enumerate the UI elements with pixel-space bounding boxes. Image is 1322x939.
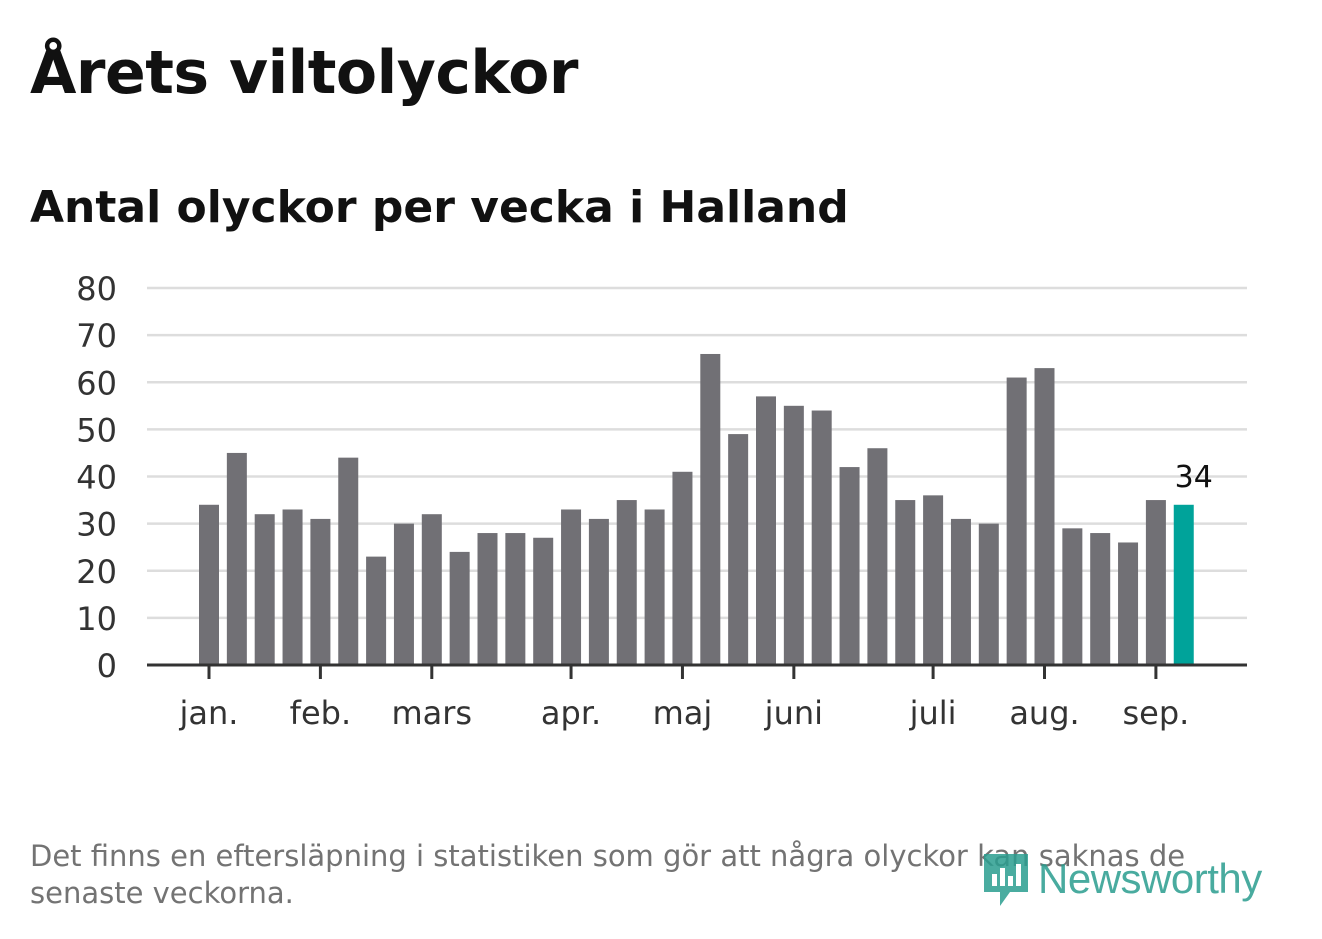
y-tick-label: 50 bbox=[76, 411, 117, 449]
brand-logo: Newsworthy bbox=[980, 846, 1262, 912]
bar bbox=[338, 457, 359, 665]
bar bbox=[950, 518, 971, 665]
bar bbox=[533, 537, 554, 665]
bar bbox=[1034, 368, 1055, 665]
brand-name: Newsworthy bbox=[1038, 855, 1262, 902]
bar bbox=[1118, 542, 1139, 665]
bar bbox=[421, 514, 442, 665]
x-tick-label: sep. bbox=[1122, 694, 1189, 732]
bar bbox=[978, 523, 999, 665]
data-label: 34 bbox=[1175, 460, 1213, 495]
x-tick-label: jan. bbox=[179, 694, 239, 732]
x-tick-label: juni bbox=[764, 694, 823, 732]
bar bbox=[616, 500, 637, 665]
bar bbox=[477, 533, 498, 665]
bar bbox=[839, 467, 860, 665]
x-tick-label: maj bbox=[653, 694, 713, 732]
y-tick-label: 80 bbox=[76, 270, 117, 308]
bar bbox=[199, 504, 219, 665]
bar bbox=[588, 518, 609, 665]
newsworthy-icon bbox=[984, 854, 1028, 906]
y-tick-label: 60 bbox=[76, 364, 117, 402]
bar bbox=[1090, 533, 1111, 665]
bar bbox=[672, 471, 693, 665]
bar bbox=[700, 353, 721, 665]
x-tick-label: feb. bbox=[290, 694, 351, 732]
bar bbox=[867, 448, 888, 665]
chart-title: Årets viltolyckor bbox=[30, 38, 579, 108]
bar bbox=[923, 495, 944, 665]
bar bbox=[756, 396, 776, 665]
bar bbox=[282, 509, 303, 665]
chart-subtitle: Antal olyckor per vecka i Halland bbox=[30, 182, 849, 233]
x-tick-label: juli bbox=[909, 694, 957, 732]
bar-highlight bbox=[1173, 504, 1194, 665]
y-tick-label: 20 bbox=[76, 553, 117, 591]
y-tick-label: 70 bbox=[76, 317, 117, 355]
y-tick-label: 30 bbox=[76, 506, 117, 544]
bar bbox=[1062, 528, 1083, 665]
bar bbox=[644, 509, 665, 665]
bar bbox=[728, 434, 749, 665]
bar bbox=[310, 518, 331, 665]
bar bbox=[449, 551, 470, 665]
bar bbox=[811, 410, 832, 665]
bar bbox=[895, 500, 916, 665]
bar bbox=[366, 556, 387, 665]
y-tick-label: 10 bbox=[76, 600, 117, 638]
bar bbox=[1145, 500, 1166, 665]
y-tick-label: 0 bbox=[97, 647, 117, 685]
x-tick-label: aug. bbox=[1009, 694, 1079, 732]
x-tick-label: apr. bbox=[541, 694, 601, 732]
bar bbox=[226, 452, 247, 665]
x-tick-label: mars bbox=[391, 694, 472, 732]
bar bbox=[1006, 377, 1027, 665]
y-tick-label: 40 bbox=[76, 459, 117, 497]
bar bbox=[254, 514, 275, 665]
bar bbox=[393, 523, 414, 665]
bar bbox=[505, 533, 526, 665]
bar-chart: 0 10 20 30 40 50 60 70 80 34 jan. feb. mars apr. maj ju… bbox=[76, 270, 1247, 732]
bar bbox=[561, 509, 582, 665]
bar bbox=[783, 405, 804, 665]
